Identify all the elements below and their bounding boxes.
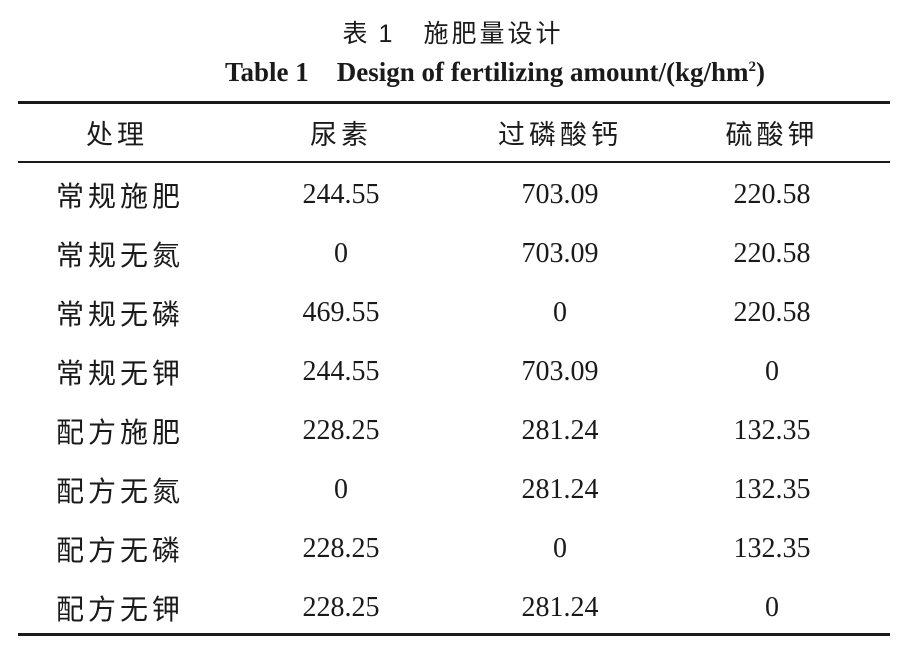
- caption-en-close: ): [756, 57, 766, 87]
- table-row: 配方施肥 228.25 281.24 132.35: [18, 401, 890, 460]
- table-header-row: 处理 尿素 过磷酸钙 硫酸钾: [18, 104, 890, 161]
- cell-superphosphate: 703.09: [521, 237, 599, 269]
- cell-urea: 228.25: [302, 591, 380, 623]
- cell-treatment: 配方施肥: [56, 417, 185, 449]
- cell-urea: 469.55: [302, 296, 380, 328]
- cell-potassium-sulfate: 132.35: [733, 414, 811, 446]
- cell-superphosphate: 703.09: [521, 178, 599, 210]
- cell-superphosphate: 703.09: [521, 355, 599, 387]
- caption-en-label: Table 1: [224, 57, 309, 87]
- header-potassium-sulfate: 硫酸钾: [725, 120, 819, 151]
- caption-en-title: Design of fertilizing amount/(kg/hm: [336, 57, 749, 87]
- table-bottom-rule: [18, 633, 890, 636]
- cell-superphosphate: 281.24: [521, 473, 599, 505]
- cell-superphosphate: 281.24: [521, 591, 599, 623]
- cell-potassium-sulfate: 132.35: [733, 532, 811, 564]
- cell-urea: 0: [334, 473, 348, 505]
- cell-urea: 228.25: [302, 532, 380, 564]
- caption-cn-title: 施肥量设计: [423, 19, 564, 48]
- cell-potassium-sulfate: 220.58: [733, 178, 811, 210]
- header-superphosphate: 过磷酸钙: [498, 120, 622, 151]
- cell-potassium-sulfate: 0: [765, 591, 779, 623]
- header-treatment: 处理: [86, 120, 148, 151]
- table-caption-english: Table 1 Design of fertilizing amount/(kg/…: [100, 57, 890, 88]
- cell-urea: 244.55: [302, 355, 380, 387]
- table-row: 常规无磷 469.55 0 220.58: [18, 283, 890, 342]
- cell-superphosphate: 281.24: [521, 414, 599, 446]
- header-urea: 尿素: [310, 120, 372, 151]
- cell-treatment: 配方无氮: [56, 476, 185, 508]
- caption-en-superscript: 2: [748, 59, 757, 75]
- table-row: 配方无钾 228.25 281.24 0: [18, 578, 890, 637]
- cell-urea: 0: [334, 237, 348, 269]
- table-row: 常规施肥 244.55 703.09 220.58: [18, 161, 890, 224]
- table-row: 配方无氮 0 281.24 132.35: [18, 460, 890, 519]
- caption-cn-label: 表: [342, 19, 371, 48]
- cell-treatment: 常规施肥: [56, 181, 185, 213]
- cell-treatment: 常规无氮: [56, 240, 185, 272]
- table-row: 常规无氮 0 703.09 220.58: [18, 224, 890, 283]
- cell-urea: 228.25: [302, 414, 380, 446]
- cell-potassium-sulfate: 0: [765, 355, 779, 387]
- cell-potassium-sulfate: 220.58: [733, 237, 811, 269]
- table-caption-chinese: 表 1 施肥量设计: [0, 14, 906, 50]
- cell-urea: 244.55: [302, 178, 380, 210]
- table-row: 常规无钾 244.55 703.09 0: [18, 342, 890, 401]
- cell-superphosphate: 0: [553, 532, 567, 564]
- fertilizer-design-table: 处理 尿素 过磷酸钙 硫酸钾 常规施肥 244.55 703.09 220.58…: [18, 104, 890, 637]
- cell-treatment: 配方无钾: [56, 594, 185, 626]
- cell-treatment: 配方无磷: [56, 535, 185, 567]
- cell-potassium-sulfate: 132.35: [733, 473, 811, 505]
- cell-treatment: 常规无磷: [56, 299, 185, 331]
- caption-cn-number: 1: [378, 20, 396, 48]
- cell-potassium-sulfate: 220.58: [733, 296, 811, 328]
- table-top-rule: [18, 101, 890, 104]
- table-row: 配方无磷 228.25 0 132.35: [18, 519, 890, 578]
- table-header-rule: [18, 161, 890, 163]
- cell-superphosphate: 0: [553, 296, 567, 328]
- cell-treatment: 常规无钾: [56, 358, 185, 390]
